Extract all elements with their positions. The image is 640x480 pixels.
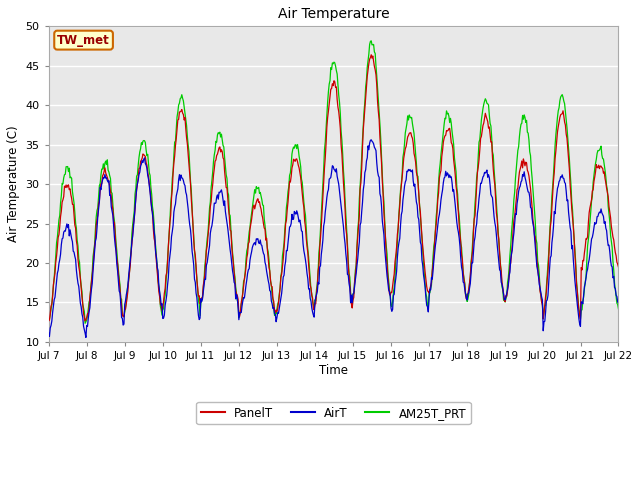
- AM25T_PRT: [614, 306, 622, 312]
- AM25T_PRT: [45, 319, 52, 324]
- PanelT: [420, 262, 428, 268]
- AM25T_PRT: [172, 125, 180, 131]
- AM25T_PRT: [404, 117, 412, 123]
- PanelT: [202, 261, 209, 266]
- AM25T_PRT: [421, 280, 429, 286]
- Text: TW_met: TW_met: [57, 34, 110, 47]
- AirT: [367, 137, 375, 143]
- AM25T_PRT: [367, 38, 375, 44]
- AM25T_PRT: [55, 217, 63, 223]
- AM25T_PRT: [81, 321, 89, 326]
- PanelT: [367, 52, 375, 58]
- AirT: [55, 261, 63, 266]
- Y-axis label: Air Temperature (C): Air Temperature (C): [7, 126, 20, 242]
- Legend: PanelT, AirT, AM25T_PRT: PanelT, AirT, AM25T_PRT: [196, 402, 471, 424]
- AirT: [172, 193, 180, 199]
- Line: AM25T_PRT: AM25T_PRT: [49, 41, 618, 324]
- AirT: [202, 263, 210, 268]
- PanelT: [55, 232, 63, 238]
- PanelT: [614, 264, 622, 270]
- AM25T_PRT: [202, 245, 210, 251]
- AirT: [115, 278, 122, 284]
- PanelT: [114, 261, 122, 267]
- X-axis label: Time: Time: [319, 364, 348, 377]
- PanelT: [172, 143, 179, 148]
- AirT: [45, 330, 52, 336]
- AM25T_PRT: [115, 267, 122, 273]
- Line: AirT: AirT: [49, 140, 618, 337]
- PanelT: [45, 318, 52, 324]
- AirT: [82, 335, 90, 340]
- Line: PanelT: PanelT: [49, 55, 618, 321]
- AirT: [404, 167, 412, 172]
- PanelT: [404, 134, 412, 140]
- Title: Air Temperature: Air Temperature: [278, 7, 389, 21]
- AirT: [614, 300, 622, 306]
- AirT: [421, 285, 429, 290]
